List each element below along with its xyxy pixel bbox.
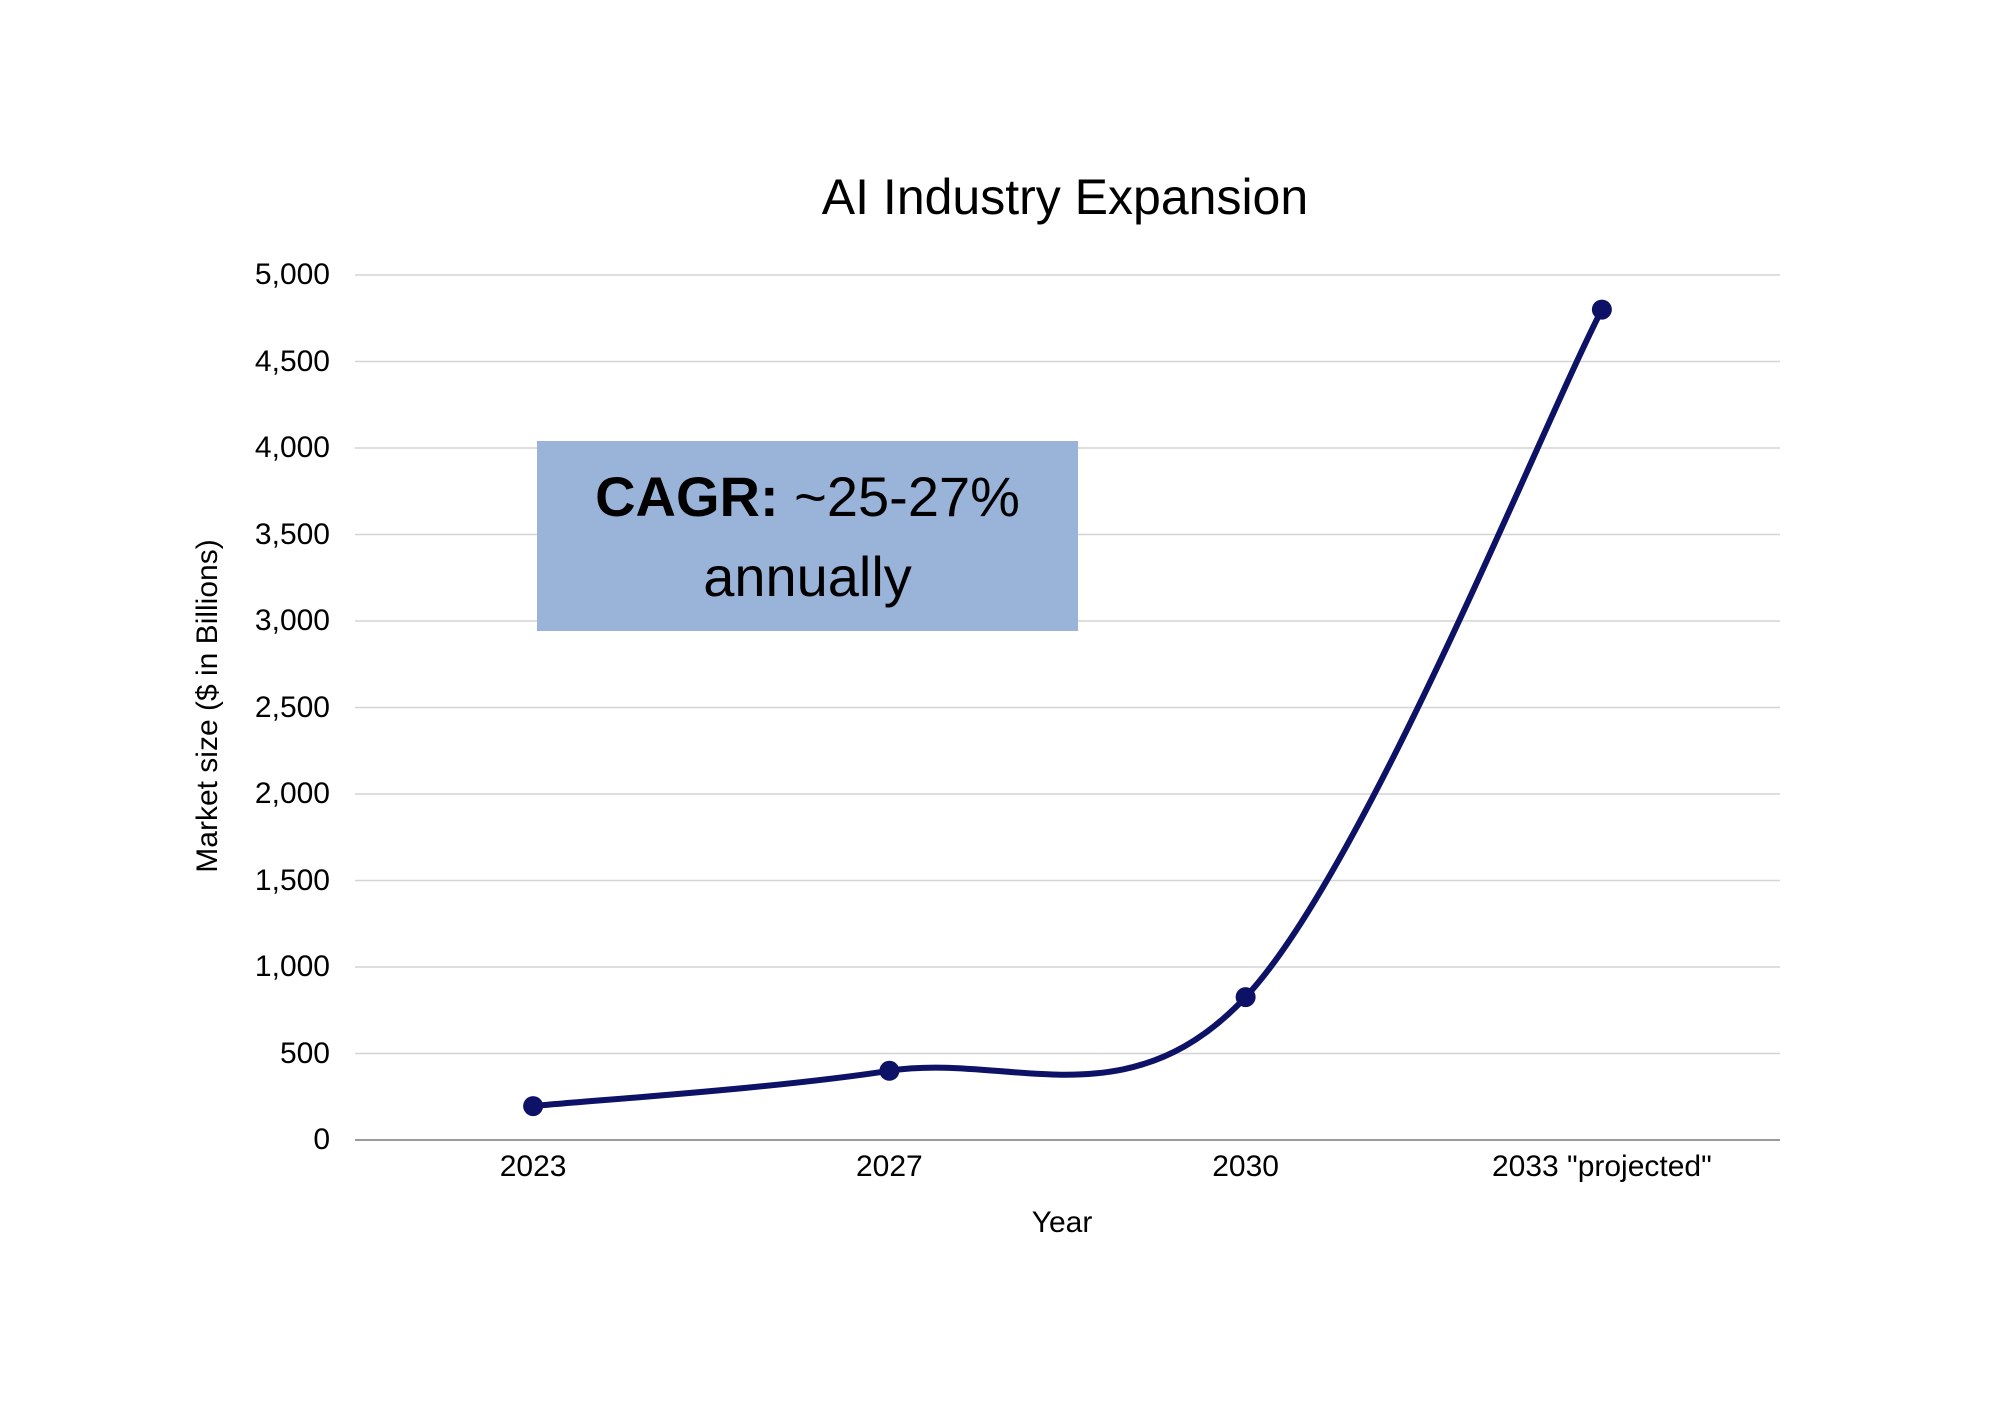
y-tick-label: 2,500 xyxy=(254,690,330,724)
data-point xyxy=(1591,299,1612,320)
y-tick-label: 3,000 xyxy=(254,604,330,637)
cagr-annotation-line2: annually xyxy=(703,545,912,608)
y-tick-label: 4,500 xyxy=(254,344,330,378)
y-tick-label: 500 xyxy=(279,1036,330,1070)
x-tick-label: 2033 "projected" xyxy=(1491,1150,1712,1183)
x-tick-label: 2023 xyxy=(499,1150,567,1183)
y-tick-label: 3,500 xyxy=(254,517,330,551)
cagr-annotation-value: ~25-27% xyxy=(778,465,1020,528)
data-point xyxy=(879,1060,900,1081)
y-tick-label: 4,000 xyxy=(254,431,330,464)
data-point xyxy=(1235,987,1256,1008)
y-tick-label: 1,000 xyxy=(254,950,330,983)
y-tick-label: 2,000 xyxy=(254,777,330,810)
cagr-annotation-bold: CAGR: xyxy=(595,465,779,528)
cagr-annotation: CAGR: ~25-27% annually xyxy=(537,441,1078,631)
y-tick-label: 5,000 xyxy=(254,258,330,291)
y-axis-label: Market size ($ in Billions) xyxy=(191,539,224,873)
chart-title: AI Industry Expansion xyxy=(821,169,1309,225)
x-tick-label: 2027 xyxy=(856,1150,923,1183)
x-axis-label: Year xyxy=(1031,1206,1093,1239)
data-point xyxy=(523,1096,544,1117)
series-line xyxy=(530,306,1605,1110)
y-tick-label: 0 xyxy=(313,1123,330,1156)
y-tick-label: 1,500 xyxy=(254,863,330,897)
x-tick-label: 2030 xyxy=(1212,1150,1279,1183)
